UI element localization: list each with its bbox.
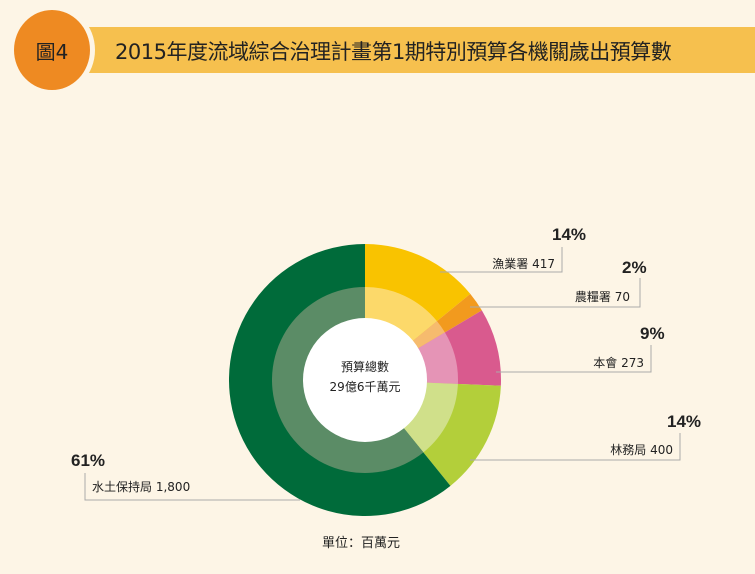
donut-hole	[303, 318, 427, 442]
unit-note: 單位：百萬元	[322, 536, 401, 551]
leader-line-3	[470, 433, 681, 461]
center-label-title: 預算總數	[340, 360, 389, 374]
slice-percent-0: 14%	[552, 225, 587, 244]
leader-line-0	[440, 247, 563, 273]
slice-name: 林務局	[610, 443, 647, 457]
slice-name: 水土保持局	[92, 480, 153, 494]
title-bar: 2015年度流域綜合治理計畫第1期特別預算各機關歲出預算數	[70, 27, 755, 73]
slice-value: 400	[650, 443, 673, 457]
slice-label-4: 水土保持局 1,800	[92, 478, 190, 495]
slice-name: 本會	[593, 356, 618, 370]
slice-value: 417	[532, 257, 555, 271]
leader-lines	[84, 247, 681, 501]
slice-label-0: 漁業署 417	[492, 255, 555, 272]
slice-percent-4: 61%	[71, 451, 106, 470]
figure-badge: 圖4	[14, 10, 90, 90]
slice-label-3: 林務局 400	[610, 441, 673, 458]
center-label-total: 29億6千萬元	[329, 380, 401, 394]
slice-value: 70	[614, 290, 630, 304]
leader-line-1	[470, 278, 641, 308]
figure-number: 圖4	[35, 40, 69, 64]
leader-line-4	[84, 473, 300, 501]
slice-label-2: 本會 273	[593, 354, 644, 371]
slice-percent-1: 2%	[622, 258, 647, 277]
slice-label-1: 農糧署 70	[575, 288, 630, 305]
slice-value: 1,800	[155, 480, 191, 494]
leader-line-2	[496, 345, 652, 373]
slice-percent-2: 9%	[640, 324, 665, 343]
slice-value: 273	[621, 356, 644, 370]
chart-title: 2015年度流域綜合治理計畫第1期特別預算各機關歲出預算數	[115, 40, 672, 64]
slice-name: 農糧署	[574, 290, 611, 304]
slice-percent-3: 14%	[667, 412, 702, 431]
slice-name: 漁業署	[492, 257, 529, 271]
